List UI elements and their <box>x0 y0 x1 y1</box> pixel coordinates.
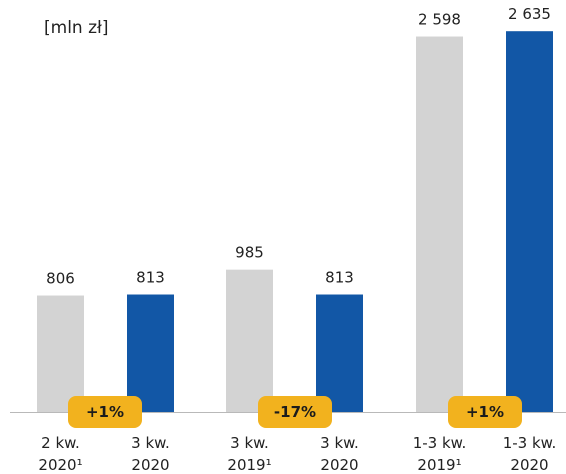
category-label-line2-2: 2020 <box>131 456 169 474</box>
category-label-line1-1: 2 kw. <box>41 434 80 452</box>
bar-2 <box>127 294 174 412</box>
value-label-2: 813 <box>136 269 165 287</box>
bar-1 <box>37 295 84 412</box>
category-label-line1-3: 3 kw. <box>230 434 269 452</box>
bar-4 <box>316 294 363 412</box>
category-label-line1-6: 1-3 kw. <box>503 434 557 452</box>
value-label-5: 2 598 <box>418 11 461 29</box>
category-label-line2-5: 2019¹ <box>417 456 461 474</box>
change-badge-3: +1% <box>448 396 522 428</box>
category-label-line1-5: 1-3 kw. <box>413 434 467 452</box>
category-label-line2-3: 2019¹ <box>227 456 271 474</box>
category-label-line1-4: 3 kw. <box>320 434 359 452</box>
category-label-line1-2: 3 kw. <box>131 434 170 452</box>
bar-5 <box>416 36 463 412</box>
bar-3 <box>226 269 273 412</box>
change-badge-1: +1% <box>68 396 142 428</box>
category-label-line2-4: 2020 <box>320 456 358 474</box>
value-label-1: 806 <box>46 270 75 288</box>
value-label-3: 985 <box>235 244 264 262</box>
value-label-6: 2 635 <box>508 5 551 23</box>
category-label-line2-1: 2020¹ <box>38 456 82 474</box>
bar-6 <box>506 31 553 413</box>
unit-label: [mln zł] <box>44 18 109 38</box>
category-label-line2-6: 2020 <box>510 456 548 474</box>
change-badge-2: -17% <box>258 396 332 428</box>
value-label-4: 813 <box>325 269 354 287</box>
